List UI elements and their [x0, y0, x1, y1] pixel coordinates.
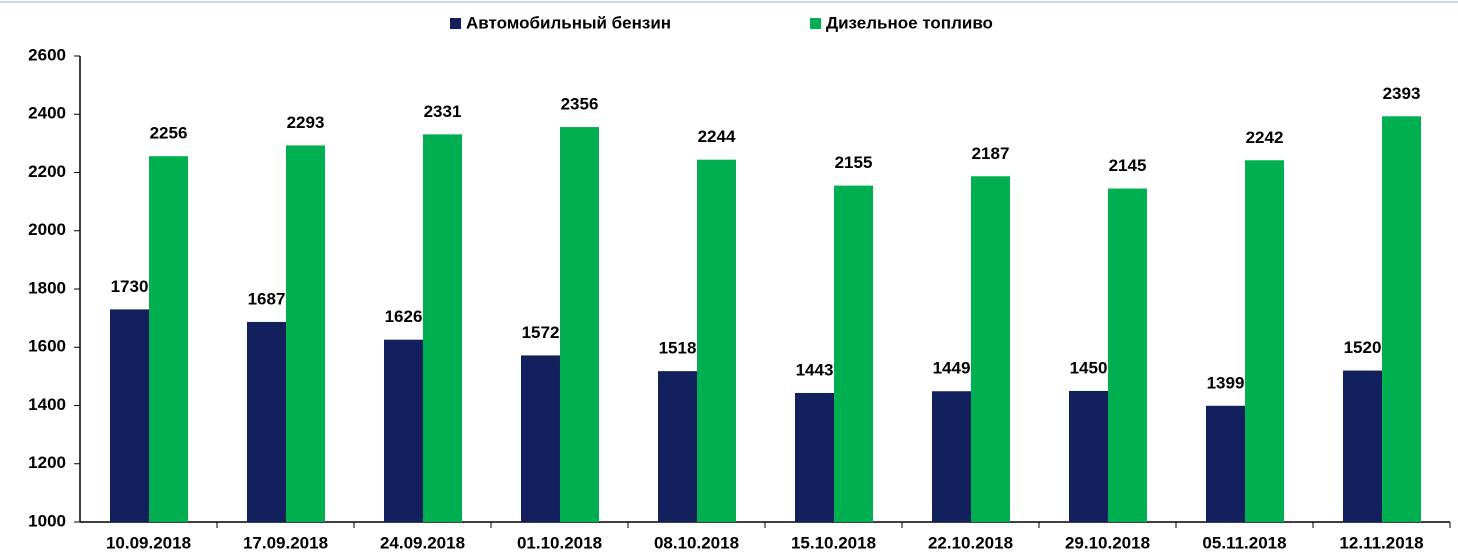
data-label: 2393 [1383, 84, 1421, 103]
bar [1108, 188, 1147, 523]
data-label: 1399 [1207, 373, 1245, 392]
bar [1343, 370, 1382, 522]
data-label: 2356 [561, 95, 599, 114]
bar [1382, 116, 1421, 522]
bar [149, 156, 188, 522]
y-tick-label: 1200 [28, 453, 66, 472]
x-tick-label: 01.10.2018 [517, 533, 602, 552]
bar [1069, 390, 1108, 522]
data-label: 1572 [522, 323, 560, 342]
x-tick-label: 24.09.2018 [380, 533, 465, 552]
bar [971, 176, 1010, 522]
y-tick-label: 1400 [28, 395, 66, 414]
bar [932, 391, 971, 522]
bar [1206, 405, 1245, 522]
x-tick-label: 17.09.2018 [243, 533, 328, 552]
y-tick-label: 1000 [28, 511, 66, 530]
data-label: 1443 [796, 360, 834, 379]
x-tick-label: 05.11.2018 [1202, 533, 1286, 552]
x-tick-label: 15.10.2018 [791, 533, 876, 552]
bar [1245, 160, 1284, 522]
y-tick-label: 2200 [28, 162, 66, 181]
y-tick-label: 2400 [28, 104, 66, 123]
bar [110, 309, 149, 522]
data-label: 1730 [111, 277, 149, 296]
data-label: 1520 [1344, 338, 1382, 357]
x-tick-label: 08.10.2018 [654, 533, 739, 552]
bar [658, 371, 697, 522]
data-label: 2256 [150, 124, 188, 143]
data-label: 2244 [698, 127, 736, 146]
legend-label: Автомобильный бензин [466, 13, 671, 32]
bar [423, 134, 462, 522]
x-tick-label: 12.11.2018 [1339, 533, 1423, 552]
bar [521, 355, 560, 522]
data-label: 1450 [1070, 358, 1108, 377]
bar [834, 185, 873, 522]
x-tick-label: 29.10.2018 [1065, 533, 1150, 552]
data-label: 1518 [659, 339, 697, 358]
y-tick-label: 2000 [28, 220, 66, 239]
data-label: 1449 [933, 359, 971, 378]
y-tick-label: 1600 [28, 337, 66, 356]
y-tick-label: 2600 [28, 45, 66, 64]
bar [560, 127, 599, 522]
x-tick-label: 10.09.2018 [106, 533, 191, 552]
data-label: 2187 [972, 144, 1010, 163]
data-label: 2145 [1109, 156, 1147, 175]
data-label: 2155 [835, 153, 873, 172]
bar [286, 145, 325, 522]
data-label: 1687 [248, 289, 286, 308]
bar [795, 392, 834, 522]
bar [697, 159, 736, 522]
legend-swatch [450, 18, 461, 29]
bar [384, 339, 423, 522]
data-label: 2242 [1246, 128, 1284, 147]
legend-label: Дизельное топливо [826, 13, 993, 32]
legend-swatch [810, 18, 821, 29]
data-label: 2331 [424, 102, 462, 121]
bar [247, 321, 286, 522]
y-tick-label: 1800 [28, 278, 66, 297]
data-label: 2293 [287, 113, 325, 132]
x-tick-label: 22.10.2018 [928, 533, 1013, 552]
data-label: 1626 [385, 307, 423, 326]
